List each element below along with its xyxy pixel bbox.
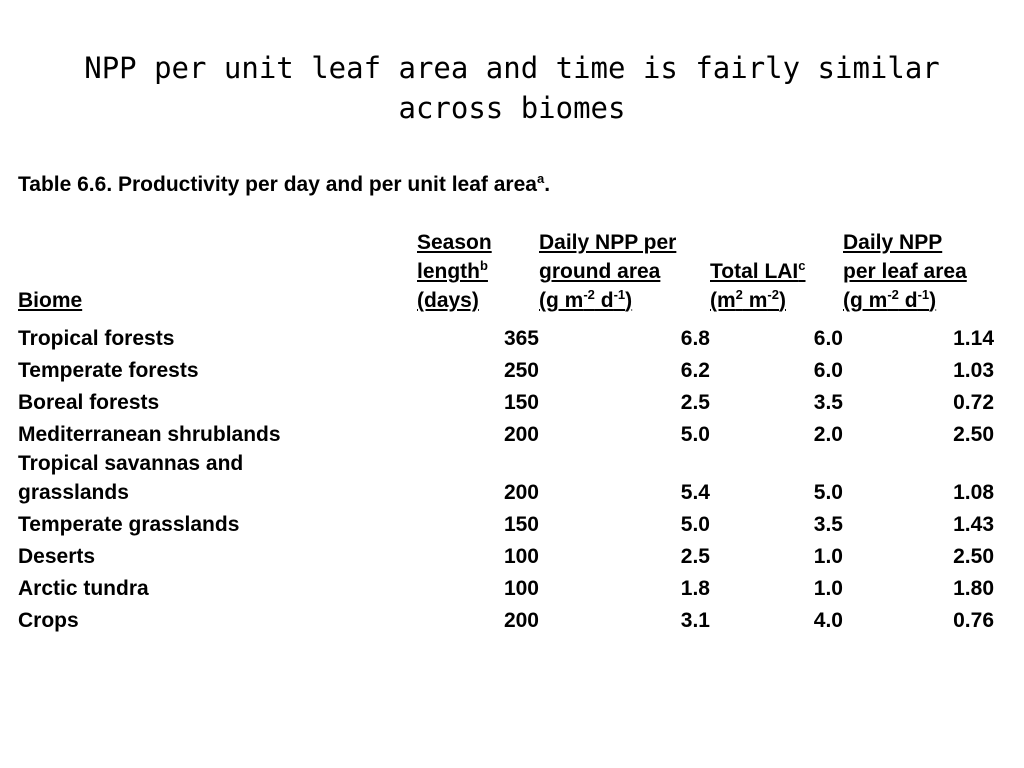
- cell-npp-leaf: 0.72: [953, 391, 994, 414]
- cell-npp-ground: 3.1: [680, 609, 710, 632]
- cell-total-lai: 5.0: [813, 481, 843, 504]
- cell-total-lai: 3.5: [813, 513, 843, 536]
- header-lai-unit: (m2 m-2): [710, 287, 786, 312]
- table-caption-footnote-mark: a: [536, 171, 545, 186]
- header-biome-label: Biome: [18, 289, 83, 312]
- cell-npp-ground: 5.4: [680, 481, 710, 504]
- header-season-unit: (days): [417, 289, 479, 312]
- header-npp-leaf-line1: Daily NPP: [843, 231, 943, 254]
- header-daily-npp-leaf: Daily NPP per leaf area (g m-2 d-1): [843, 228, 994, 321]
- cell-season-length: 200: [503, 609, 539, 632]
- header-lai-line1: Total LAIc: [710, 258, 806, 283]
- header-biome: Biome: [18, 228, 417, 321]
- cell-season-length: 100: [503, 545, 539, 568]
- cell-season-length: 200: [503, 481, 539, 504]
- cell-biome: Tropical savannas and grasslands: [18, 449, 417, 507]
- cell-season-length: 150: [503, 513, 539, 536]
- table-header-row: Biome Season lengthb (days) Daily NPP pe…: [18, 228, 994, 321]
- cell-total-lai: 3.5: [813, 391, 843, 414]
- cell-biome: Tropical forests: [18, 327, 175, 350]
- header-npp-ground-line1: Daily NPP per: [539, 231, 677, 254]
- cell-season-length: 150: [503, 391, 539, 414]
- cell-season-length: 250: [503, 359, 539, 382]
- table-row: Boreal forests 150 2.5 3.5 0.72: [18, 385, 994, 417]
- cell-biome: Deserts: [18, 545, 96, 568]
- cell-npp-leaf: 1.14: [953, 327, 994, 350]
- header-season-length: Season lengthb (days): [417, 228, 539, 321]
- header-npp-ground-unit: (g m-2 d-1): [539, 287, 633, 312]
- table-row: Tropical forests 365 6.8 6.0 1.14: [18, 321, 994, 353]
- cell-npp-leaf: 0.76: [953, 609, 994, 632]
- cell-npp-ground: 5.0: [680, 423, 710, 446]
- table-row: Mediterranean shrublands 200 5.0 2.0 2.5…: [18, 417, 994, 449]
- cell-npp-ground: 2.5: [680, 391, 710, 414]
- header-npp-leaf-unit: (g m-2 d-1): [843, 287, 937, 312]
- cell-biome: Boreal forests: [18, 391, 160, 414]
- cell-npp-leaf: 1.08: [953, 481, 994, 504]
- header-total-lai: Total LAIc (m2 m-2): [710, 228, 843, 321]
- header-season-line1: Season: [417, 231, 492, 254]
- table-row: Deserts 100 2.5 1.0 2.50: [18, 539, 994, 571]
- cell-npp-leaf: 1.43: [953, 513, 994, 536]
- cell-npp-leaf: 2.50: [953, 545, 994, 568]
- table-row: Tropical savannas and grasslands 200 5.4 …: [18, 449, 994, 507]
- table-row: Arctic tundra 100 1.8 1.0 1.80: [18, 571, 994, 603]
- table-caption-text: Table 6.6. Productivity per day and per …: [18, 173, 537, 196]
- cell-total-lai: 6.0: [813, 359, 843, 382]
- cell-npp-leaf: 2.50: [953, 423, 994, 446]
- cell-biome: Temperate grasslands: [18, 513, 240, 536]
- table-row: Crops 200 3.1 4.0 0.76: [18, 603, 994, 635]
- header-season-footnote-mark: b: [480, 258, 488, 273]
- cell-biome-line2: grasslands: [18, 481, 129, 504]
- table-row: Temperate forests 250 6.2 6.0 1.03: [18, 353, 994, 385]
- productivity-table: Biome Season lengthb (days) Daily NPP pe…: [18, 228, 994, 635]
- cell-biome-line1: Tropical savannas and: [18, 452, 244, 475]
- cell-total-lai: 6.0: [813, 327, 843, 350]
- header-daily-npp-ground: Daily NPP per ground area (g m-2 d-1): [539, 228, 710, 321]
- cell-npp-ground: 6.2: [680, 359, 710, 382]
- table-caption-end: .: [544, 173, 551, 196]
- header-season-line2: lengthb: [417, 258, 488, 283]
- cell-npp-ground: 5.0: [680, 513, 710, 536]
- header-npp-leaf-line2: per leaf area: [843, 260, 967, 283]
- header-lai-footnote-mark: c: [798, 258, 806, 273]
- cell-total-lai: 1.0: [813, 577, 843, 600]
- cell-npp-leaf: 1.80: [953, 577, 994, 600]
- cell-total-lai: 2.0: [813, 423, 843, 446]
- cell-biome: Temperate forests: [18, 359, 199, 382]
- cell-season-length: 200: [503, 423, 539, 446]
- cell-npp-leaf: 1.03: [953, 359, 994, 382]
- slide-title: NPP per unit leaf area and time is fairl…: [84, 51, 940, 125]
- table-caption: Table 6.6. Productivity per day and per …: [18, 172, 550, 198]
- cell-season-length: 365: [503, 327, 539, 350]
- cell-npp-ground: 6.8: [680, 327, 710, 350]
- cell-npp-ground: 1.8: [680, 577, 710, 600]
- cell-npp-ground: 2.5: [680, 545, 710, 568]
- header-npp-ground-line2: ground area: [539, 260, 661, 283]
- cell-total-lai: 1.0: [813, 545, 843, 568]
- cell-biome: Mediterranean shrublands: [18, 423, 281, 446]
- cell-biome: Arctic tundra: [18, 577, 149, 600]
- cell-total-lai: 4.0: [813, 609, 843, 632]
- cell-season-length: 100: [503, 577, 539, 600]
- cell-biome: Crops: [18, 609, 79, 632]
- table-row: Temperate grasslands 150 5.0 3.5 1.43: [18, 507, 994, 539]
